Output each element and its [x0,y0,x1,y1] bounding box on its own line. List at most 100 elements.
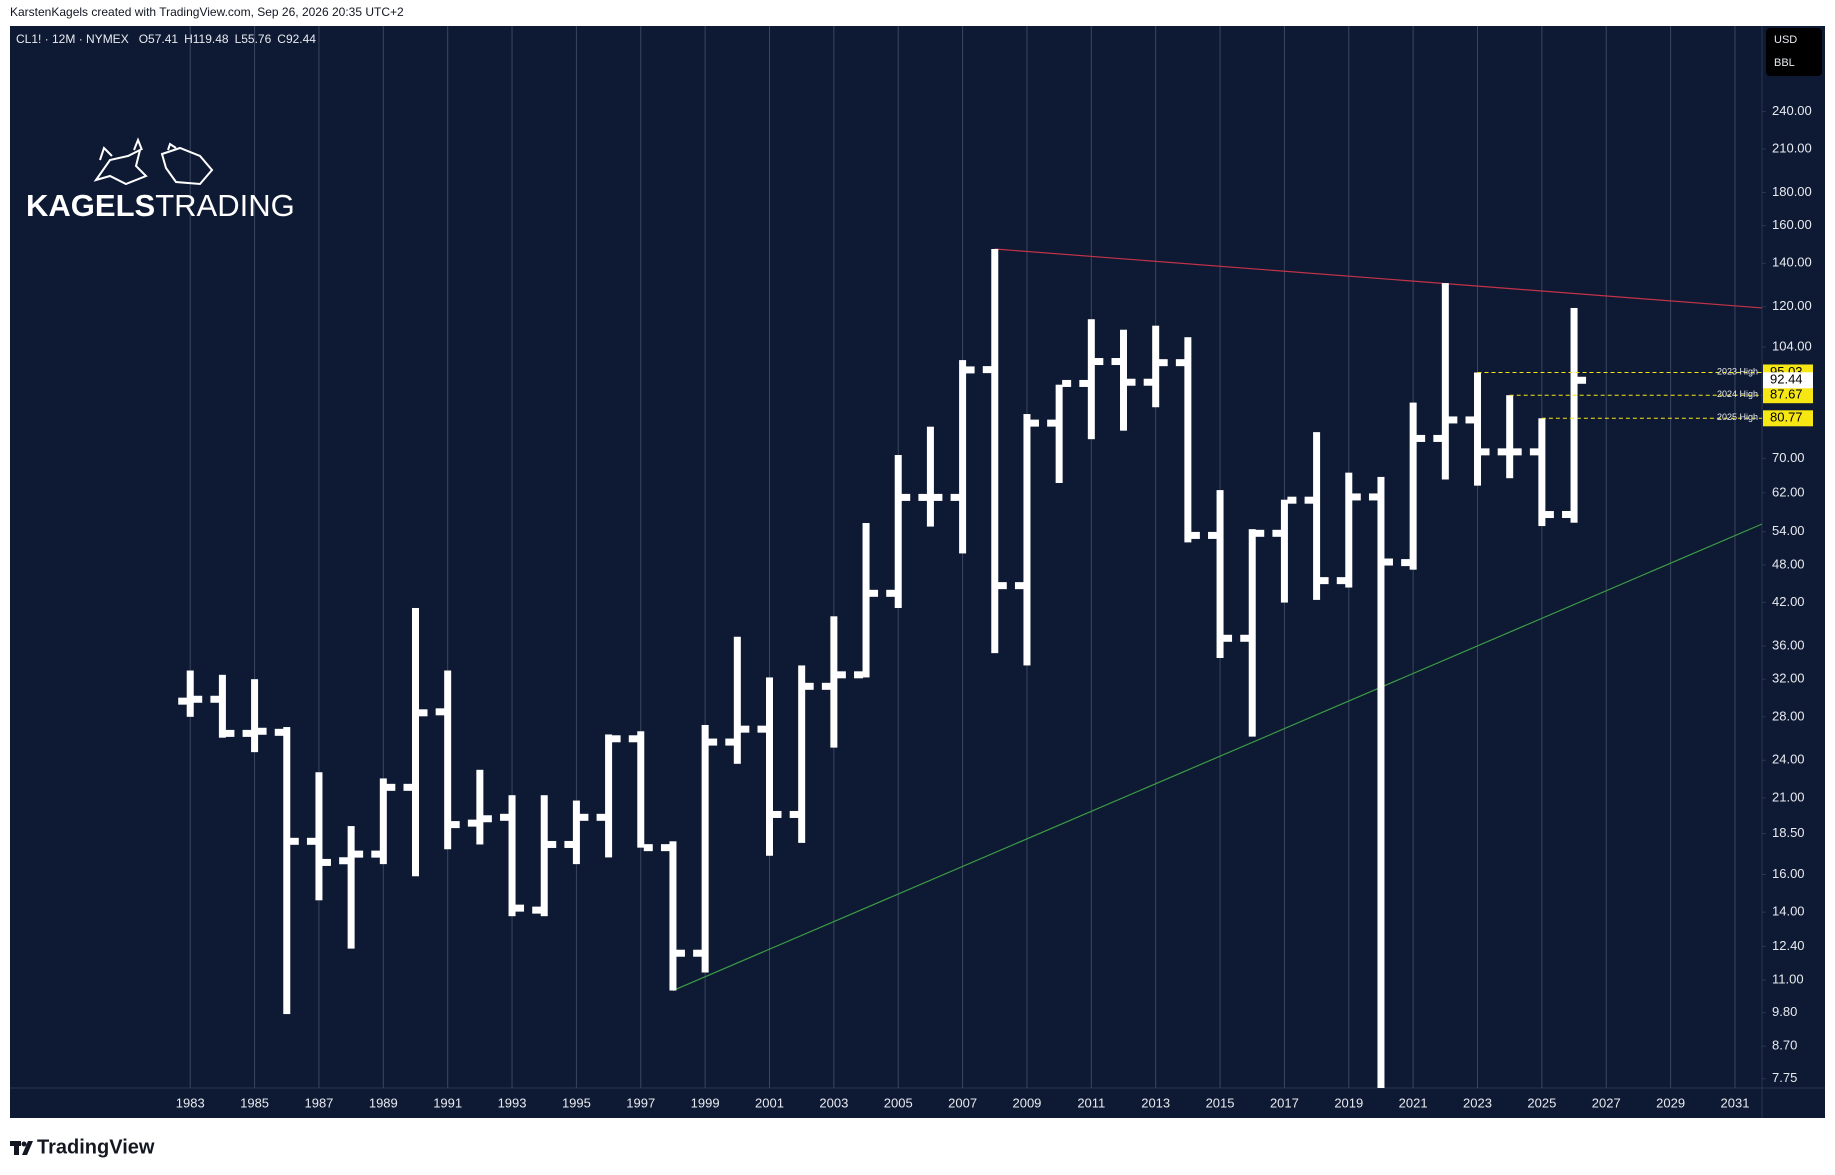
ohlc-range [1313,432,1321,600]
ohlc-range [1570,307,1578,523]
ohlc-range [540,795,548,917]
legend-field: L [235,32,242,46]
unit: BBL [1774,57,1795,69]
ohlc-open [1047,419,1057,427]
ohlc-range [862,523,870,678]
ohlc-close [804,682,814,690]
ohlc-open [789,810,799,818]
x-tick-label: 2001 [755,1095,784,1110]
ohlc-range [1377,476,1385,1088]
price-line-label: 2025 High [1717,412,1758,422]
ohlc-open [532,906,542,914]
ohlc-range [1538,418,1546,527]
tv-logo [10,1141,33,1155]
ohlc-close [257,727,267,735]
y-tick-label: 48.00 [1772,556,1805,571]
x-tick-label: 2011 [1077,1095,1105,1110]
trendline [994,248,1762,309]
ohlc-range [1087,319,1095,440]
y-tick-label: 16.00 [1772,866,1805,881]
ohlc-range [894,455,902,608]
ohlc-close [1190,531,1200,539]
y-tick-label: 24.00 [1772,752,1805,767]
y-tick-label: 12.40 [1772,938,1805,953]
legend-field: H [184,32,193,46]
ohlc-close [1416,434,1426,442]
ohlc-range [669,841,677,991]
ohlc-open [564,840,574,848]
ohlc-range [444,670,452,850]
y-tick-label: 28.00 [1772,708,1805,723]
price-tag [1763,410,1813,427]
x-tick-label: 1989 [369,1095,398,1110]
ohlc-open [1208,531,1218,539]
ohlc-open [1529,448,1539,456]
ohlc-close [1029,419,1039,427]
ohlc-close [675,949,685,957]
ohlc-range [766,677,774,856]
ohlc-open [339,857,349,865]
ohlc-range [1055,384,1063,483]
ohlc-range [283,727,291,1015]
ohlc-range [411,607,419,877]
ohlc-range [572,800,580,865]
y-tick-label: 210.00 [1772,140,1812,155]
ohlc-open [1143,378,1153,386]
ohlc-open [1433,434,1443,442]
ohlc-close [193,695,203,703]
ohlc-close [579,813,589,821]
ohlc-close [1448,416,1458,424]
ohlc-close [611,735,621,743]
unit-box [1766,28,1822,76]
x-tick-label: 2021 [1399,1095,1428,1110]
y-tick-label: 140.00 [1772,255,1812,270]
ohlc-open [371,850,381,858]
x-tick-label: 2009 [1012,1095,1041,1110]
y-tick-label: 70.00 [1772,450,1805,465]
x-tick-label: 2007 [948,1095,977,1110]
ohlc-open [821,682,831,690]
ohlc-open [886,589,896,597]
logo-word: KAGELS [26,188,155,223]
ohlc-range [926,426,934,527]
ohlc-range [733,636,741,764]
ohlc-close [772,810,782,818]
currency: USD [1774,34,1797,46]
ohlc-range [1023,414,1031,666]
ohlc-close [1577,376,1587,384]
ohlc-close [643,844,653,852]
ohlc-range [991,248,999,654]
ohlc-close [869,589,879,597]
ohlc-open [1304,496,1314,504]
ohlc-range [186,670,194,717]
x-tick-label: 2029 [1656,1095,1685,1110]
attribution: KarstenKagels created with TradingView.c… [10,5,404,19]
ohlc-close [1480,448,1490,456]
last-price-tag [1763,372,1813,389]
y-tick-label: 62.00 [1772,484,1805,499]
price-line-label: 2024 High [1717,389,1758,399]
ohlc-open [1240,634,1250,642]
x-tick-label: 1983 [176,1095,205,1110]
ohlc-range [1120,329,1128,431]
ohlc-open [306,837,316,845]
legend-field: C [277,32,286,46]
x-tick-label: 2019 [1334,1095,1363,1110]
ohlc-range [637,731,645,848]
ohlc-close [1319,577,1329,585]
ohlc-range [1506,395,1514,479]
ohlc-close [1126,378,1136,386]
x-tick-label: 2003 [819,1095,848,1110]
ohlc-range [508,795,516,917]
ohlc-range [798,665,806,843]
ohlc-open [1562,510,1572,518]
ohlc-close [1544,511,1554,519]
y-tick-label: 120.00 [1772,298,1812,313]
y-tick-label: 14.00 [1772,904,1805,919]
ohlc-range [1280,499,1288,603]
x-tick-label: 1993 [498,1095,527,1110]
legend-value: 57.41 [148,32,178,46]
legend-value: 55.76 [241,32,271,46]
